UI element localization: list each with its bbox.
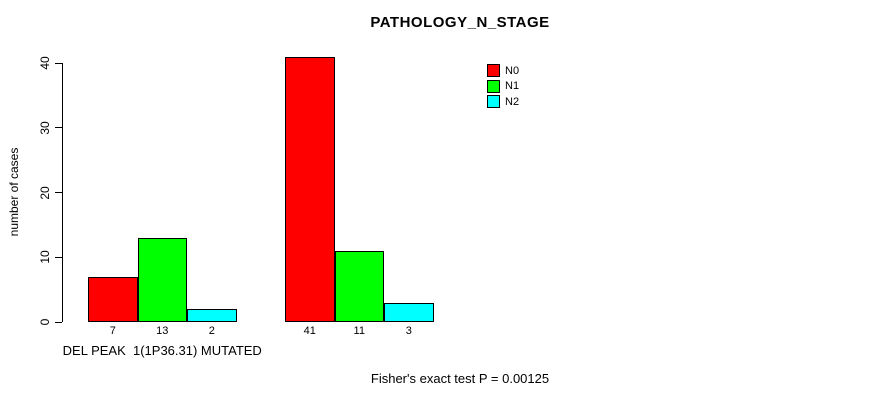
legend-item-n1: N1 bbox=[487, 79, 519, 95]
bar-n1-group1 bbox=[137, 237, 187, 322]
legend-swatch-n2 bbox=[487, 95, 500, 109]
legend-label-n1: N1 bbox=[505, 80, 520, 93]
bar-n0-group1 bbox=[88, 276, 138, 322]
bar-value-label: 2 bbox=[208, 325, 215, 337]
y-tick-label: 20 bbox=[38, 185, 52, 200]
bar-n0-group2 bbox=[285, 56, 335, 322]
y-tick-mark bbox=[55, 127, 62, 129]
legend-item-n0: N0 bbox=[487, 63, 519, 79]
y-tick-mark bbox=[55, 62, 62, 64]
bar-value-label: 3 bbox=[405, 325, 412, 337]
bar-value-label: 11 bbox=[353, 325, 365, 337]
y-tick-label: 10 bbox=[38, 250, 52, 264]
bar-value-label: 41 bbox=[303, 325, 316, 337]
legend-item-n2: N2 bbox=[487, 94, 519, 110]
y-tick-label: 30 bbox=[38, 121, 52, 135]
y-axis-label: number of cases bbox=[7, 147, 21, 237]
legend: N0 N1 N2 bbox=[487, 63, 519, 110]
y-tick-mark bbox=[55, 192, 62, 193]
legend-label-n2: N2 bbox=[505, 95, 520, 108]
bar-n1-group2 bbox=[334, 250, 384, 322]
y-axis bbox=[62, 63, 63, 322]
y-tick-mark bbox=[55, 321, 62, 323]
bar-value-label: 13 bbox=[156, 325, 169, 337]
bar-n2-group2 bbox=[384, 302, 434, 322]
y-tick-mark bbox=[55, 256, 62, 258]
footnote: Fisher's exact test P = 0.00125 bbox=[370, 371, 550, 386]
chart-title: PATHOLOGY_N_STAGE bbox=[370, 14, 550, 31]
bar-value-label: 7 bbox=[109, 325, 116, 337]
y-tick-label: 0 bbox=[38, 318, 52, 326]
x-axis-group-label: DEL PEAK 1(1P36.31) MUTATED bbox=[62, 343, 262, 358]
legend-swatch-n0 bbox=[487, 64, 500, 78]
bar-n2-group1 bbox=[187, 309, 237, 322]
legend-label-n0: N0 bbox=[505, 64, 520, 77]
y-tick-label: 40 bbox=[38, 56, 52, 70]
legend-swatch-n1 bbox=[487, 79, 500, 93]
